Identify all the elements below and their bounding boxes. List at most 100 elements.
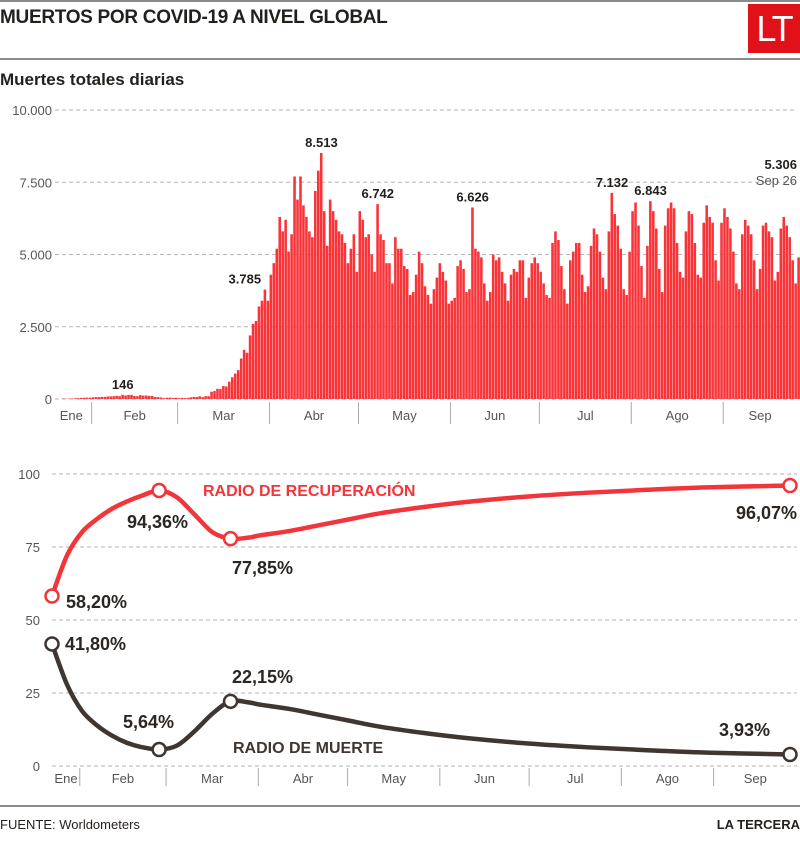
page-title: MUERTOS POR COVID-19 A NIVEL GLOBAL	[0, 7, 388, 28]
daily-death-bar	[444, 280, 448, 399]
daily-death-bar	[666, 208, 670, 399]
daily-death-bar	[299, 176, 302, 399]
recovery-label-peak: 94,36%	[127, 512, 188, 532]
daily-death-bar	[462, 268, 465, 399]
daily-death-bar	[201, 397, 204, 399]
daily-death-bar	[174, 397, 178, 399]
daily-death-bar	[459, 260, 462, 399]
daily-death-bar	[557, 240, 560, 399]
daily-death-bar	[776, 271, 780, 399]
source-note: FUENTE: Worldometers	[0, 817, 140, 832]
daily-death-bar	[672, 208, 676, 399]
daily-death-bar	[592, 228, 596, 399]
line-month-label: Jun	[474, 771, 495, 786]
recovery-rate-marker	[44, 588, 60, 604]
daily-death-bar	[139, 395, 142, 399]
daily-death-bar	[94, 397, 98, 399]
daily-death-bar	[171, 397, 175, 399]
daily-death-bar	[468, 289, 471, 399]
la-tercera-logo: LT	[748, 4, 800, 53]
recovery-series-name: RADIO DE RECUPERACIÓN	[203, 481, 415, 500]
daily-death-bar	[385, 263, 388, 399]
recovery-label-start: 58,20%	[66, 592, 127, 612]
bar-month-label: May	[392, 408, 417, 423]
daily-death-bar	[580, 274, 584, 399]
daily-death-bar	[577, 242, 581, 399]
daily-death-bar	[275, 248, 279, 399]
daily-death-bar	[414, 274, 418, 399]
bar-ytick-label: 7.500	[19, 175, 52, 190]
line-month-label: Sep	[744, 771, 767, 786]
daily-death-bar	[551, 242, 554, 399]
line-ytick-label: 25	[26, 686, 40, 701]
daily-death-bar	[85, 397, 89, 399]
daily-death-bar	[349, 248, 353, 399]
daily-death-bar	[687, 211, 691, 399]
line-ytick-label: 100	[18, 467, 40, 482]
daily-death-bar	[100, 396, 104, 399]
daily-death-bar	[346, 263, 350, 399]
daily-death-bar	[278, 216, 282, 399]
daily-death-bar	[749, 234, 753, 399]
daily-death-bar	[613, 214, 617, 399]
bar-month-label: Abr	[304, 408, 325, 423]
daily-death-bar	[518, 260, 522, 399]
daily-death-bar	[130, 394, 133, 399]
daily-death-bar	[506, 300, 510, 399]
daily-death-bar	[705, 205, 708, 399]
daily-death-bar	[314, 190, 317, 399]
daily-death-bar	[497, 257, 501, 399]
death-label-end: 3,93%	[719, 720, 770, 740]
recovery-rate-line	[49, 483, 793, 599]
daily-death-bar	[533, 257, 536, 399]
daily-death-bar	[290, 234, 293, 399]
daily-death-bar	[785, 225, 789, 399]
daily-death-bar	[746, 225, 750, 399]
daily-death-bar	[548, 297, 551, 399]
daily-death-bar	[500, 271, 504, 399]
daily-death-bar	[266, 300, 270, 399]
daily-death-bar	[678, 271, 682, 399]
daily-death-bar	[735, 283, 738, 399]
daily-death-bar	[569, 260, 572, 399]
daily-death-bar	[82, 397, 86, 399]
daily-death-bar	[583, 292, 587, 399]
daily-death-bar	[521, 260, 525, 399]
line-ytick-label: 0	[33, 759, 40, 774]
daily-death-bar	[738, 289, 741, 399]
recovery-label-dip: 77,85%	[232, 558, 293, 578]
daily-death-bar	[699, 277, 703, 399]
daily-death-bar	[370, 254, 373, 399]
daily-death-bar	[394, 237, 397, 399]
daily-death-bar	[708, 216, 711, 399]
daily-death-bar	[287, 251, 290, 399]
daily-death-bar	[159, 397, 163, 399]
footer-rule	[0, 805, 800, 807]
recovery-rate-marker	[222, 530, 239, 547]
recovery-rate-marker	[782, 477, 798, 494]
daily-death-bar	[743, 219, 747, 399]
bar-ytick-label: 5.000	[19, 248, 52, 263]
daily-death-bar	[121, 394, 124, 399]
daily-death-bar	[402, 266, 406, 399]
daily-death-bar	[311, 237, 314, 399]
bar-month-label: Ene	[60, 408, 83, 423]
daily-death-bar	[88, 397, 92, 399]
daily-death-bar	[660, 292, 664, 399]
daily-death-bar	[729, 228, 732, 399]
title-rule	[0, 58, 800, 60]
daily-death-bar	[693, 242, 697, 399]
daily-death-bar	[192, 396, 196, 399]
daily-death-bar	[571, 251, 575, 399]
daily-death-bar	[231, 377, 234, 399]
daily-death-bar	[732, 251, 735, 399]
daily-death-bar	[723, 208, 726, 399]
daily-death-bar	[254, 320, 258, 399]
death-label-dip: 5,64%	[123, 712, 174, 732]
daily-death-bar	[527, 277, 531, 399]
daily-death-bar	[477, 251, 480, 399]
daily-death-bar	[302, 205, 305, 399]
daily-death-bar	[669, 202, 673, 399]
daily-death-bar	[681, 277, 685, 399]
